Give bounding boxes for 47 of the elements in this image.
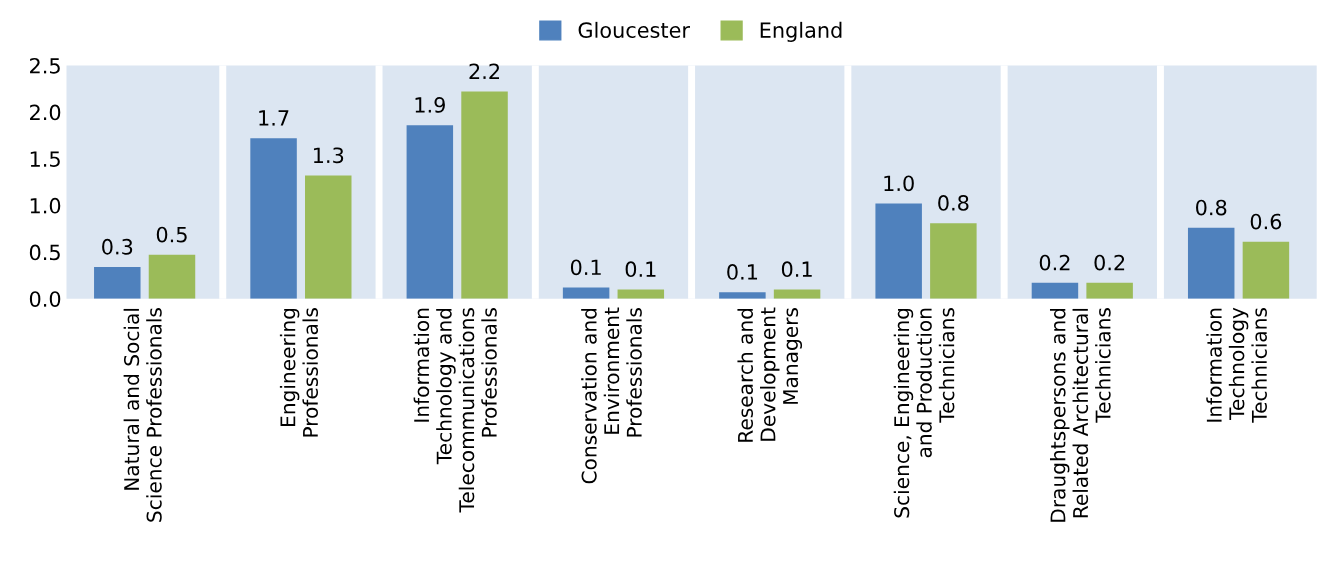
bar bbox=[461, 91, 508, 299]
legend-label: Gloucester bbox=[578, 21, 690, 38]
x-tick-label: Information Technology Technicians bbox=[1206, 307, 1267, 423]
data-label: 0.1 bbox=[727, 264, 758, 280]
y-tick-label: 2.0 bbox=[30, 104, 61, 121]
y-tick-label: 0.0 bbox=[29, 291, 61, 307]
bar bbox=[1187, 227, 1235, 299]
bar bbox=[930, 223, 977, 299]
data-label: 0.6 bbox=[1250, 213, 1282, 230]
bar bbox=[94, 267, 141, 299]
bar bbox=[773, 289, 821, 299]
bar bbox=[617, 289, 665, 299]
bar bbox=[1031, 282, 1079, 299]
x-tick-label: Draughtspersons and Related Architectural Technicians bbox=[1049, 308, 1111, 522]
data-label: 0.8 bbox=[1196, 199, 1227, 216]
data-label: 1.7 bbox=[259, 110, 289, 126]
bar bbox=[875, 203, 922, 299]
bar bbox=[1242, 241, 1290, 299]
bar bbox=[406, 125, 454, 299]
y-tick-label: 2.5 bbox=[30, 57, 60, 74]
y-tick-label: 0.5 bbox=[29, 244, 60, 261]
legend-label: England bbox=[760, 21, 842, 43]
bar bbox=[1086, 282, 1133, 299]
y-tick-label: 1.5 bbox=[30, 151, 60, 167]
data-label: 0.1 bbox=[781, 261, 812, 278]
data-label: 1.9 bbox=[415, 97, 445, 113]
data-label: 0.5 bbox=[156, 226, 187, 243]
x-tick-label: Research and Development Managers bbox=[737, 307, 803, 442]
x-tick-label: Engineering Professionals bbox=[279, 308, 319, 437]
data-label: 0.1 bbox=[625, 261, 656, 278]
data-label: 0.2 bbox=[1094, 254, 1125, 271]
data-label: 0.2 bbox=[1039, 254, 1070, 271]
x-tick-label: Conservation and Environment Professionals bbox=[581, 307, 642, 484]
y-tick-label: 1.0 bbox=[30, 197, 61, 214]
x-tick-label: Science, Engineering and Production Technicians bbox=[893, 308, 955, 518]
bar bbox=[719, 292, 766, 299]
data-label: 0.1 bbox=[570, 259, 601, 276]
data-label: 0.8 bbox=[938, 195, 969, 211]
data-label: 1.0 bbox=[884, 175, 914, 192]
data-label: 2.2 bbox=[469, 63, 500, 79]
data-label: 1.3 bbox=[313, 147, 344, 164]
bar bbox=[148, 254, 196, 299]
x-tick-label: Information Technology and Telecommunications Professionals bbox=[413, 308, 497, 513]
data-label: 0.3 bbox=[102, 238, 133, 255]
x-tick-label: Natural and Social Science Professionals bbox=[123, 308, 162, 522]
bar bbox=[250, 138, 297, 299]
bar bbox=[305, 175, 352, 299]
